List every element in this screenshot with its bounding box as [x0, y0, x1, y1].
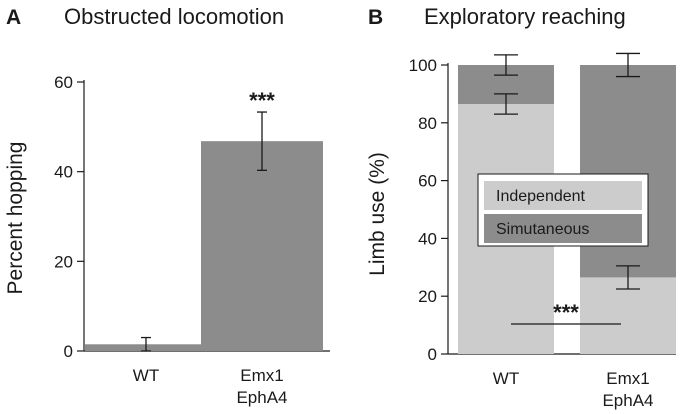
panel-b-y-tick-label: 0 [428, 345, 437, 364]
panel-a-significance: *** [249, 88, 275, 113]
panel-a-x-label: WT [133, 366, 159, 385]
panel-b-title: Exploratory reaching [424, 4, 626, 29]
panel-a-title: Obstructed locomotion [64, 4, 284, 29]
panel-b-y-tick-label: 20 [418, 287, 437, 306]
panel-b-legend-label: Simutaneous [496, 221, 589, 238]
panel-b-x-label: EphA4 [602, 391, 653, 410]
panel-a-y-tick-label: 40 [54, 163, 73, 182]
panel-b-x-label: WT [493, 369, 519, 388]
panel-b-plot: 0 20 40 60 80 100 *** Independent Simutaneous WT E… [409, 52, 676, 410]
panel-b-legend: Independent Simutaneous [477, 173, 649, 247]
panel-a-y-tick-label: 60 [54, 73, 73, 92]
panel-b-letter: B [368, 6, 383, 29]
panel-b-y-tick-label: 40 [418, 229, 437, 248]
panel-a-x-label: Emx1 [240, 366, 283, 385]
panel-b-x-label: Emx1 [606, 369, 649, 388]
panel-b-y-tick-label: 80 [418, 114, 437, 133]
panel-b-legend-label: Independent [496, 188, 586, 205]
panel-a-letter: A [6, 6, 21, 29]
panel-a-y-tick-label: 20 [54, 252, 73, 271]
panel-a-bar [201, 141, 323, 351]
panel-b-ylabel: Limb use (%) [366, 152, 389, 276]
panel-b-bar-independent [580, 277, 676, 354]
panel-a-plot: 0 20 40 60 *** WT Emx1 EphA4 [54, 73, 330, 407]
panel-b-significance: *** [553, 300, 579, 325]
panel-b-legend-swatch [484, 181, 642, 210]
panel-a-ylabel: Percent hopping [4, 142, 27, 295]
panel-b-legend-swatch [484, 214, 642, 243]
panel-a-x-label: EphA4 [236, 388, 287, 407]
panel-a-y-tick-label: 0 [64, 342, 73, 361]
panel-b-y-tick-label: 100 [409, 56, 437, 75]
panel-b-y-tick-label: 60 [418, 172, 437, 191]
